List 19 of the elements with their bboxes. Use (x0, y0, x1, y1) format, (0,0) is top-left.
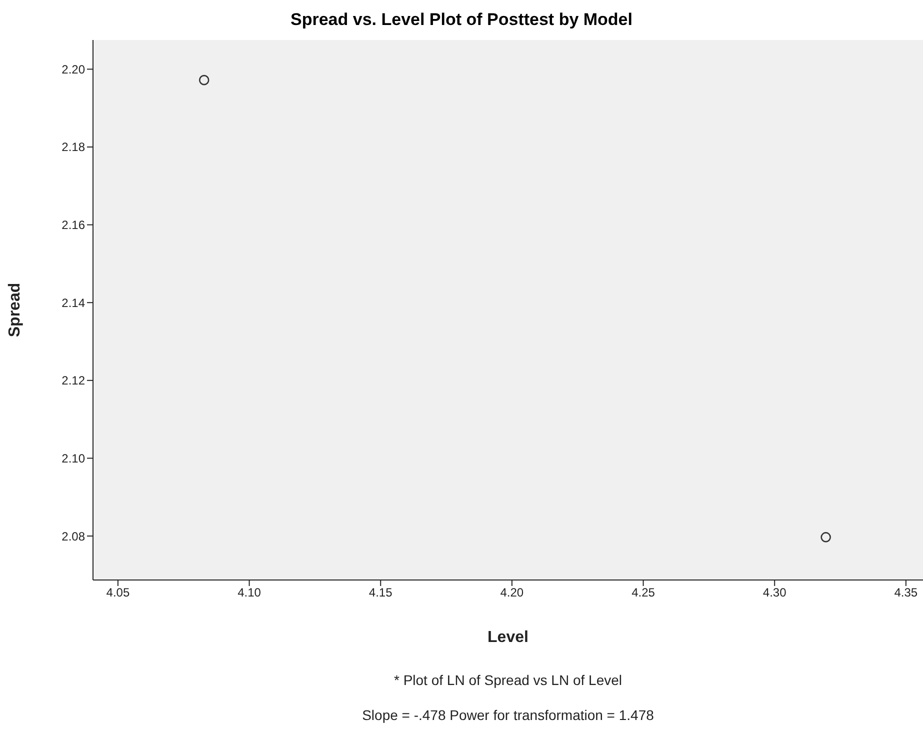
text: Slope = -.478 Power for transformation = 1.478 (361, 707, 655, 723)
y-tick-label: 2.10 (62, 451, 86, 466)
y-tick-label: 2.20 (62, 62, 86, 76)
y-tick-label: 2.14 (62, 296, 86, 310)
chart-title: Spread vs. Level Plot of Posttest by Model (290, 10, 634, 30)
x-tick-label: 4.30 (762, 586, 787, 600)
text: * Plot of LN of Spread vs LN of Level (392, 672, 623, 688)
x-axis-title: Level (488, 629, 528, 646)
x-tick-label: 4.10 (238, 586, 262, 600)
y-axis-title: Spread (6, 282, 24, 338)
y-tick-label: 2.08 (62, 529, 86, 544)
x-tick-label: 4.25 (632, 586, 656, 600)
x-tick-label: 4.35 (894, 586, 918, 600)
x-tick-label: 4.05 (106, 586, 130, 600)
y-tick-label: 2.18 (62, 140, 86, 154)
y-tick-label: 2.12 (62, 374, 86, 388)
x-tick-label: 4.15 (368, 586, 393, 600)
y-tick-label: 2.16 (62, 218, 86, 232)
x-tick-label: 4.20 (500, 586, 524, 600)
